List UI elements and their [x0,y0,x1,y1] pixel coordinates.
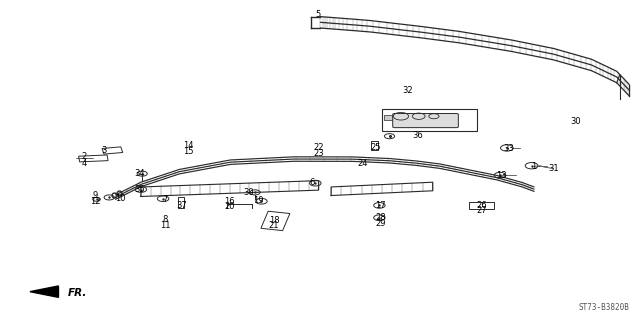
Bar [178,197,184,208]
Text: 34: 34 [134,169,145,178]
Text: 18: 18 [269,216,280,225]
Text: 29: 29 [375,219,386,228]
Text: 28: 28 [375,213,386,222]
Text: 36: 36 [413,131,424,140]
Text: 14: 14 [183,141,194,150]
Text: 3: 3 [101,146,107,155]
Text: 11: 11 [160,220,170,229]
Text: ST73-B3820B: ST73-B3820B [578,303,629,312]
Text: 1: 1 [531,162,537,171]
Text: 12: 12 [90,197,101,206]
Text: 20: 20 [224,203,235,212]
Text: 24: 24 [357,159,368,168]
Text: 21: 21 [269,221,280,230]
Text: 37: 37 [176,201,187,210]
Text: 7: 7 [162,195,168,204]
Bar [382,109,477,132]
Text: 17: 17 [375,202,386,211]
Text: 30: 30 [243,188,254,197]
Text: 33: 33 [503,144,514,153]
Text: 26: 26 [477,201,487,210]
Text: 31: 31 [548,164,559,173]
Bar [385,115,392,120]
Bar [371,141,378,150]
Text: FR.: FR. [68,288,87,298]
Bar [469,202,494,209]
Text: 8: 8 [162,215,168,224]
Polygon shape [30,286,59,297]
Text: 9: 9 [92,191,98,200]
Text: 27: 27 [477,206,487,215]
Text: 35: 35 [134,185,145,194]
Text: 13: 13 [496,172,506,180]
Text: 2: 2 [81,152,87,161]
Text: 10: 10 [115,194,126,203]
Text: 25: 25 [370,143,381,152]
Text: 5: 5 [316,10,321,19]
Text: 23: 23 [313,148,324,157]
Text: 30: 30 [570,117,581,126]
Text: 32: 32 [402,86,413,95]
Text: 15: 15 [183,147,194,156]
Text: 6: 6 [310,178,315,187]
Text: 22: 22 [313,143,324,152]
FancyBboxPatch shape [392,114,459,128]
Text: 16: 16 [224,197,235,206]
Text: 4: 4 [81,159,87,168]
Text: 19: 19 [253,196,264,205]
